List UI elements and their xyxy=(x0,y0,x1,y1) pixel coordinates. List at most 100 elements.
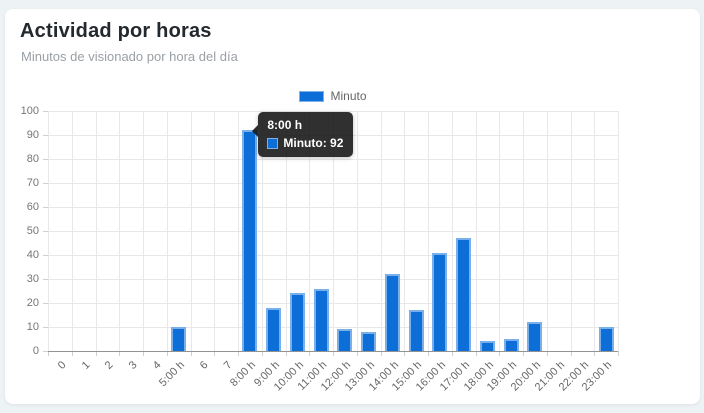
bar-1600h[interactable] xyxy=(432,252,448,351)
bar-2300h[interactable] xyxy=(598,327,614,351)
y-axis-label: 80 xyxy=(26,153,39,165)
y-axis-tick xyxy=(43,231,48,232)
gridline-vertical xyxy=(214,111,216,351)
page-subtitle: Minutos de visionado por hora del día xyxy=(21,49,238,64)
x-axis-tick xyxy=(143,351,144,356)
x-axis-tick xyxy=(95,351,97,356)
x-axis-tick xyxy=(48,351,49,356)
x-axis-tick xyxy=(475,351,477,356)
x-axis-tick xyxy=(285,351,287,356)
y-axis-tick xyxy=(43,351,48,352)
gridline-vertical xyxy=(428,111,429,351)
gridline-vertical xyxy=(618,111,619,351)
x-axis-label: 0 xyxy=(55,359,69,372)
x-axis-tick xyxy=(523,351,524,356)
gridline-vertical xyxy=(285,111,287,351)
x-axis-label: 5:00 h xyxy=(156,359,188,390)
bar-1800h[interactable] xyxy=(479,341,495,351)
gridline-vertical xyxy=(119,111,121,351)
bar-800h[interactable] xyxy=(242,130,258,351)
gridline-vertical xyxy=(356,111,358,351)
gridline-vertical xyxy=(475,111,477,351)
gridline-vertical xyxy=(309,111,311,351)
bar-1000h[interactable] xyxy=(289,293,305,351)
y-axis-label: 0 xyxy=(32,345,39,357)
y-axis-tick xyxy=(43,255,48,256)
gridline-vertical xyxy=(95,111,97,351)
y-axis-label: 20 xyxy=(26,297,39,309)
x-axis-tick xyxy=(261,351,263,356)
x-axis-tick xyxy=(404,351,406,356)
x-axis-tick xyxy=(166,351,168,356)
x-axis-tick xyxy=(594,351,596,356)
legend-label[interactable]: Minuto xyxy=(330,89,367,103)
x-axis-tick xyxy=(451,351,453,356)
y-axis-label: 50 xyxy=(26,225,39,237)
x-axis-tick xyxy=(428,351,429,356)
y-axis-label: 10 xyxy=(26,321,39,333)
bar-500h[interactable] xyxy=(171,327,187,351)
x-axis-label: 4 xyxy=(150,359,164,372)
tooltip-caret-icon xyxy=(252,125,259,138)
y-axis-label: 90 xyxy=(26,129,39,141)
page-title: Actividad por horas xyxy=(20,20,212,42)
bar-1100h[interactable] xyxy=(313,288,329,351)
gridline-vertical xyxy=(261,111,263,351)
x-axis-label: 2 xyxy=(103,359,116,372)
legend-swatch xyxy=(299,90,325,102)
gridline-vertical xyxy=(546,111,548,351)
x-axis-label: 6 xyxy=(198,359,211,372)
chart-tooltip: 8:00 h Minuto: 92 xyxy=(252,112,354,158)
y-axis-label: 70 xyxy=(26,177,39,189)
y-axis-tick xyxy=(43,111,48,112)
bar-chart-plot-area: 8:00 h Minuto: 92 0 10 20 30 40 50 60 70 80 90 100… xyxy=(21,105,619,393)
bar-1700h[interactable] xyxy=(456,238,472,351)
gridline-vertical xyxy=(333,111,334,351)
gridline-vertical xyxy=(48,111,49,351)
gridline-vertical xyxy=(190,111,192,351)
gridline-vertical xyxy=(380,111,382,351)
bar-1900h[interactable] xyxy=(503,339,519,351)
x-axis-tick xyxy=(71,351,73,356)
x-axis-tick xyxy=(499,351,501,356)
x-axis-tick xyxy=(380,351,382,356)
bar-1500h[interactable] xyxy=(408,310,424,351)
y-axis-label: 60 xyxy=(26,201,39,213)
y-axis-tick xyxy=(43,279,48,280)
tooltip-title: 8:00 h xyxy=(267,118,303,133)
tooltip-series-swatch xyxy=(267,137,279,149)
x-axis-line xyxy=(48,350,618,352)
bar-1400h[interactable] xyxy=(384,274,400,351)
y-axis-tick xyxy=(43,183,48,184)
x-axis-tick xyxy=(119,351,121,356)
gridline-vertical xyxy=(404,111,406,351)
x-axis-tick xyxy=(333,351,334,356)
y-axis-label: 30 xyxy=(26,273,39,285)
y-axis-tick xyxy=(43,159,48,160)
x-axis-tick xyxy=(238,351,239,356)
x-axis-tick xyxy=(356,351,358,356)
gridline-vertical xyxy=(166,111,168,351)
gridline-vertical xyxy=(523,111,524,351)
x-axis-label: 8:00 h xyxy=(228,359,259,390)
y-axis-tick xyxy=(43,207,48,208)
x-axis-tick xyxy=(214,351,216,356)
bar-2000h[interactable] xyxy=(527,322,543,351)
tooltip-value: Minuto: 92 xyxy=(283,136,344,151)
chart-legend[interactable]: Minuto xyxy=(48,89,618,103)
x-axis-label: 7 xyxy=(221,359,235,372)
y-axis-label: 40 xyxy=(26,249,39,261)
x-axis-tick xyxy=(546,351,548,356)
x-axis-tick xyxy=(309,351,311,356)
gridline-vertical xyxy=(451,111,453,351)
gridline-vertical xyxy=(71,111,73,351)
y-axis-tick xyxy=(43,327,48,328)
bar-1200h[interactable] xyxy=(337,329,353,351)
gridline-vertical xyxy=(594,111,596,351)
x-axis-tick xyxy=(190,351,192,356)
bar-900h[interactable] xyxy=(266,307,282,351)
x-axis-label: 3 xyxy=(126,359,140,372)
x-axis-tick xyxy=(570,351,572,356)
bar-1300h[interactable] xyxy=(361,331,377,351)
x-axis-label: 1 xyxy=(79,359,93,372)
